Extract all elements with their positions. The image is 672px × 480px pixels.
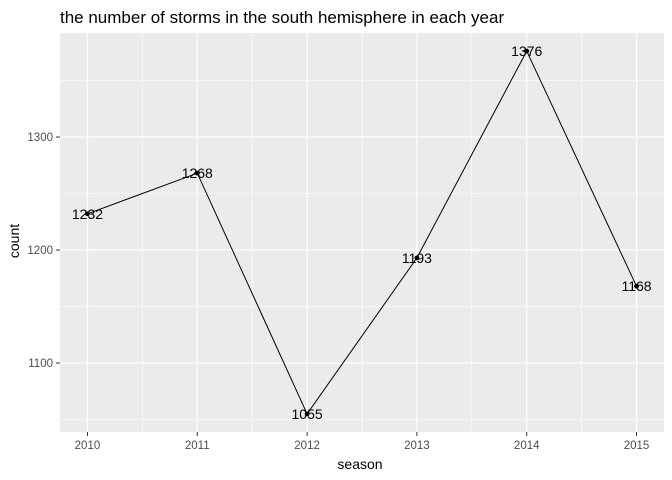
- data-point: [524, 48, 530, 54]
- x-tick-label: 2015: [624, 440, 650, 452]
- data-point: [194, 170, 200, 176]
- x-tick-label: 2010: [75, 440, 101, 452]
- data-label: 1268: [182, 165, 213, 181]
- x-tick-label: 2011: [185, 440, 210, 452]
- x-tick-label: 2013: [404, 440, 430, 452]
- data-point: [414, 255, 420, 261]
- y-axis-ticks: 1100 1200 1300: [27, 132, 60, 370]
- data-label: 1168: [621, 278, 651, 294]
- data-point: [304, 411, 310, 417]
- data-labels: 1232 1268 1055 1193 1376 1168: [72, 43, 652, 422]
- major-gridlines: [60, 33, 664, 432]
- data-points: [85, 48, 639, 417]
- x-tick-label: 2014: [514, 440, 540, 452]
- y-tick-label: 1100: [28, 358, 53, 370]
- x-tick-label: 2012: [294, 440, 320, 452]
- data-point: [85, 211, 90, 217]
- data-label: 1193: [402, 250, 432, 266]
- chart-title: the number of storms in the south hemisp…: [60, 8, 504, 27]
- y-tick-label: 1300: [27, 132, 53, 144]
- y-axis-title: count: [6, 224, 22, 258]
- y-tick-label: 1200: [27, 245, 53, 257]
- x-axis-ticks: 2010 2011 2012 2013 2014 2015: [75, 432, 650, 452]
- data-label: 1376: [511, 43, 542, 59]
- data-point: [634, 283, 639, 289]
- x-axis-title: season: [337, 456, 382, 472]
- minor-gridlines: [60, 33, 664, 432]
- series-line: [87, 49, 637, 415]
- data-label: 1232: [72, 206, 103, 222]
- data-label: 1055: [292, 406, 323, 422]
